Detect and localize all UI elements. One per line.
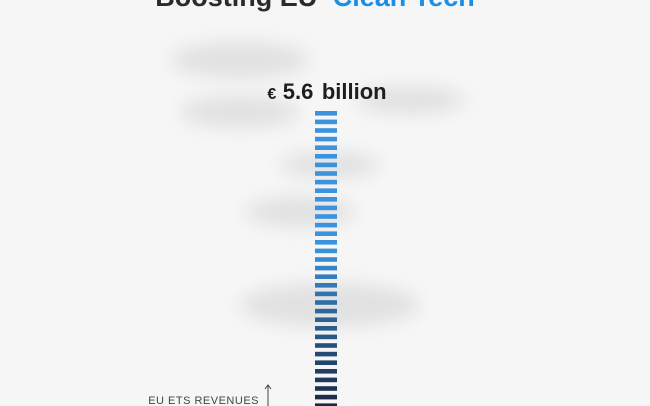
stripe xyxy=(315,162,337,168)
stripe xyxy=(315,222,337,228)
stripe xyxy=(315,136,337,142)
stripe xyxy=(315,205,337,211)
stripe xyxy=(315,111,337,116)
stripe xyxy=(315,154,337,159)
stripe xyxy=(315,274,337,279)
stripe xyxy=(315,248,337,254)
title: Boosting EU Clean Tech xyxy=(155,0,475,12)
stripe xyxy=(315,377,337,383)
title-prefix: Boosting EU xyxy=(155,0,317,12)
bar-stripes xyxy=(315,111,337,406)
stripe xyxy=(315,179,337,185)
stripe xyxy=(315,369,337,374)
stripe xyxy=(315,283,337,288)
stripe xyxy=(315,214,337,219)
amount: 5.6 xyxy=(283,79,314,104)
stripe xyxy=(315,119,337,125)
stripe xyxy=(315,343,337,348)
axis-label: EU ETS REVENUES xyxy=(148,395,259,406)
stripe xyxy=(315,240,337,245)
currency: € xyxy=(267,86,276,103)
stripe xyxy=(315,317,337,322)
stripe xyxy=(315,171,337,176)
stripe xyxy=(315,128,337,133)
stripe xyxy=(315,334,337,340)
stripe xyxy=(315,257,337,262)
stripe xyxy=(315,394,337,400)
stripe xyxy=(315,308,337,314)
stripe xyxy=(315,188,337,193)
stripe xyxy=(315,291,337,297)
stripe xyxy=(315,326,337,331)
stripe xyxy=(315,351,337,357)
stripe xyxy=(315,265,337,271)
stripe xyxy=(315,403,337,406)
stripe xyxy=(315,197,337,202)
unit: billion xyxy=(322,79,387,104)
stripe xyxy=(315,300,337,305)
stripe xyxy=(315,360,337,365)
stripe xyxy=(315,386,337,391)
up-arrow xyxy=(264,384,272,406)
value-label: € 5.6 billion xyxy=(267,79,386,104)
stripe xyxy=(315,145,337,150)
title-highlight: Clean Tech xyxy=(333,0,475,12)
stripe xyxy=(315,231,337,236)
